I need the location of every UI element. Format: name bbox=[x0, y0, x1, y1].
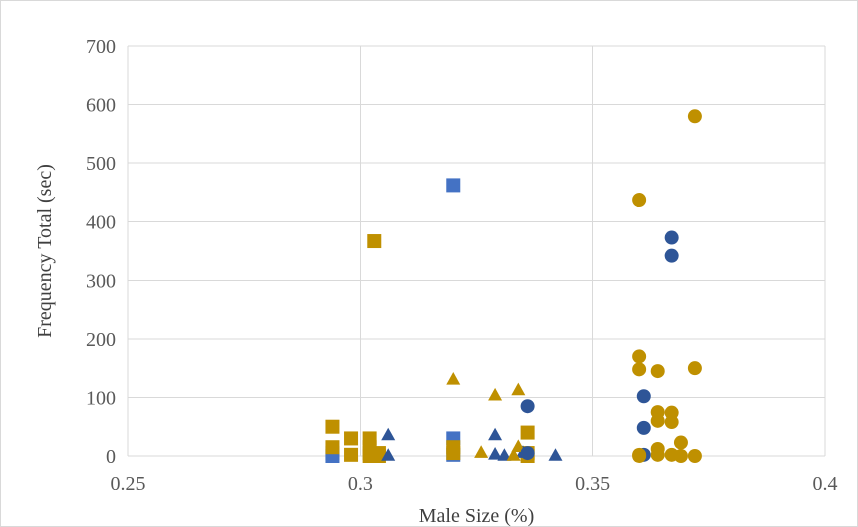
square-point bbox=[367, 234, 382, 249]
x-axis-title: Male Size (%) bbox=[419, 505, 535, 527]
circle-point bbox=[664, 248, 679, 263]
circle-point bbox=[636, 420, 651, 435]
y-tick-label: 400 bbox=[86, 212, 116, 234]
y-tick-label: 200 bbox=[86, 329, 116, 351]
square-point bbox=[344, 431, 359, 446]
triangle-point bbox=[381, 427, 396, 441]
y-tick-label: 500 bbox=[86, 153, 116, 175]
triangle-point bbox=[497, 448, 512, 461]
circle-point bbox=[687, 109, 702, 124]
circle-point bbox=[687, 361, 702, 376]
y-tick-label: 700 bbox=[86, 36, 116, 58]
square-point bbox=[520, 425, 535, 440]
circle-point bbox=[520, 446, 535, 461]
data-points bbox=[325, 109, 702, 463]
square-point bbox=[325, 440, 340, 455]
triangle-point bbox=[488, 447, 503, 460]
square-point bbox=[325, 419, 340, 434]
circle-point bbox=[687, 449, 702, 463]
circle-point bbox=[650, 447, 665, 462]
x-tick-label: 0.4 bbox=[813, 473, 838, 495]
triangle-point bbox=[381, 448, 396, 461]
circle-point bbox=[632, 449, 647, 463]
y-tick-label: 600 bbox=[86, 95, 116, 117]
x-tick-label: 0.35 bbox=[575, 473, 610, 495]
gridlines bbox=[127, 45, 826, 457]
x-tick-label: 0.3 bbox=[348, 473, 373, 495]
triangle-point bbox=[511, 439, 526, 453]
square-point bbox=[446, 178, 461, 193]
circle-point bbox=[632, 349, 647, 364]
y-tick-label: 100 bbox=[86, 387, 116, 409]
y-tick-label: 300 bbox=[86, 270, 116, 292]
triangle-point bbox=[446, 372, 461, 385]
tick-labels: 0 100 200 300 400 500 600 700 0.25 0.3 0.35 0.4 bbox=[86, 36, 838, 495]
circle-point bbox=[636, 389, 651, 404]
triangle-point bbox=[488, 427, 503, 441]
triangle-point bbox=[548, 448, 563, 461]
x-tick-label: 0.25 bbox=[111, 473, 146, 495]
circle-point bbox=[520, 399, 535, 414]
circle-point bbox=[650, 364, 665, 379]
triangle-point bbox=[506, 448, 521, 461]
square-point bbox=[371, 449, 386, 463]
circle-point bbox=[650, 413, 665, 428]
triangle-point bbox=[474, 445, 489, 458]
circle-point bbox=[673, 449, 688, 463]
y-tick-label: 0 bbox=[106, 446, 116, 468]
circle-point bbox=[673, 435, 688, 450]
square-point bbox=[446, 446, 461, 461]
circle-point bbox=[632, 362, 647, 377]
circle-point bbox=[632, 193, 647, 208]
square-point bbox=[344, 447, 359, 462]
triangle-point bbox=[511, 382, 526, 396]
circle-point bbox=[664, 230, 679, 245]
triangle-point bbox=[488, 387, 503, 401]
circle-point bbox=[664, 415, 679, 430]
y-axis-title: Frequency Total (sec) bbox=[34, 164, 56, 338]
